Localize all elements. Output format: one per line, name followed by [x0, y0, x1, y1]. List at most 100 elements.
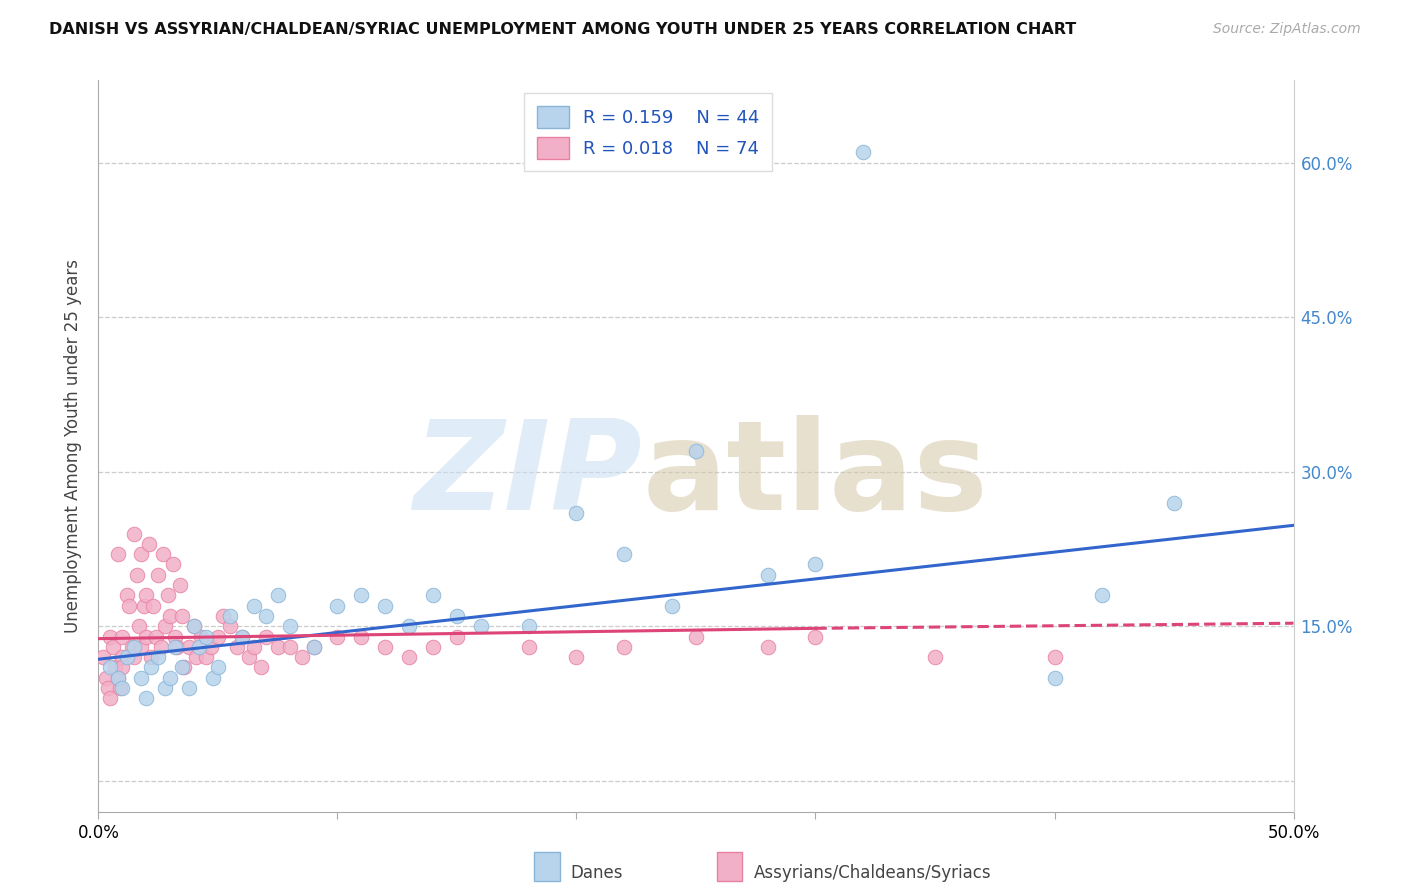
- Point: [374, 599, 396, 613]
- Point: [148, 650, 170, 665]
- Point: [94, 671, 117, 685]
- Point: [162, 558, 184, 572]
- Point: [613, 547, 636, 561]
- Point: [159, 671, 181, 685]
- Point: [166, 640, 188, 654]
- Point: [115, 588, 138, 602]
- Point: [231, 630, 253, 644]
- Point: [250, 660, 273, 674]
- Point: [107, 671, 129, 685]
- Point: [108, 681, 131, 695]
- Point: [190, 630, 212, 644]
- Point: [145, 630, 167, 644]
- Point: [163, 640, 186, 654]
- Point: [254, 630, 277, 644]
- Point: [159, 609, 181, 624]
- Point: [98, 691, 122, 706]
- Point: [98, 630, 122, 644]
- Point: [124, 640, 146, 654]
- Point: [422, 588, 444, 602]
- Point: [517, 619, 540, 633]
- Point: [278, 619, 301, 633]
- Point: [1043, 650, 1066, 665]
- Text: DANISH VS ASSYRIAN/CHALDEAN/SYRIAC UNEMPLOYMENT AMONG YOUTH UNDER 25 YEARS CORRE: DANISH VS ASSYRIAN/CHALDEAN/SYRIAC UNEMP…: [49, 22, 1077, 37]
- Point: [98, 660, 122, 674]
- Point: [924, 650, 946, 665]
- Point: [852, 145, 875, 160]
- Text: Source: ZipAtlas.com: Source: ZipAtlas.com: [1213, 22, 1361, 37]
- Point: [685, 630, 707, 644]
- Point: [207, 660, 229, 674]
- Point: [398, 650, 420, 665]
- Point: [226, 640, 249, 654]
- Point: [128, 619, 150, 633]
- Point: [131, 547, 153, 561]
- Point: [152, 547, 174, 561]
- Text: Assyrians/Chaldeans/Syriacs: Assyrians/Chaldeans/Syriacs: [754, 864, 991, 882]
- Point: [142, 599, 165, 613]
- Text: Danes: Danes: [571, 864, 623, 882]
- Point: [350, 630, 373, 644]
- Point: [179, 681, 201, 695]
- Point: [125, 567, 148, 582]
- Point: [139, 650, 162, 665]
- Point: [131, 671, 153, 685]
- Point: [613, 640, 636, 654]
- Point: [302, 640, 325, 654]
- Point: [118, 599, 141, 613]
- Text: ZIP: ZIP: [413, 415, 643, 536]
- Y-axis label: Unemployment Among Youth under 25 years: Unemployment Among Youth under 25 years: [63, 259, 82, 633]
- Point: [243, 640, 266, 654]
- Point: [278, 640, 301, 654]
- Point: [135, 630, 157, 644]
- Point: [148, 567, 170, 582]
- Point: [350, 588, 373, 602]
- Point: [131, 640, 153, 654]
- Point: [470, 619, 492, 633]
- Point: [207, 630, 229, 644]
- Point: [187, 640, 209, 654]
- Point: [238, 650, 260, 665]
- Point: [121, 640, 143, 654]
- Point: [1043, 671, 1066, 685]
- Point: [183, 619, 205, 633]
- Point: [756, 640, 779, 654]
- Point: [565, 650, 588, 665]
- Point: [111, 650, 134, 665]
- Point: [107, 671, 129, 685]
- Point: [243, 599, 266, 613]
- Point: [124, 650, 146, 665]
- Point: [565, 506, 588, 520]
- Point: [1163, 496, 1185, 510]
- Point: [135, 691, 157, 706]
- Point: [91, 650, 114, 665]
- Point: [107, 547, 129, 561]
- Point: [254, 609, 277, 624]
- Point: [1091, 588, 1114, 602]
- Point: [756, 567, 779, 582]
- Text: atlas: atlas: [643, 415, 988, 536]
- Point: [155, 681, 177, 695]
- Point: [195, 630, 218, 644]
- Point: [804, 630, 827, 644]
- Point: [219, 619, 242, 633]
- Point: [169, 578, 191, 592]
- Point: [422, 640, 444, 654]
- Point: [685, 444, 707, 458]
- Point: [202, 671, 225, 685]
- Legend: R = 0.159    N = 44, R = 0.018    N = 74: R = 0.159 N = 44, R = 0.018 N = 74: [524, 93, 772, 171]
- Point: [172, 609, 194, 624]
- Point: [163, 630, 186, 644]
- Point: [326, 630, 349, 644]
- Point: [267, 588, 290, 602]
- Point: [398, 619, 420, 633]
- Point: [186, 650, 208, 665]
- Point: [661, 599, 683, 613]
- Point: [231, 630, 253, 644]
- Point: [200, 640, 222, 654]
- Point: [219, 609, 242, 624]
- Point: [135, 588, 157, 602]
- Point: [138, 537, 160, 551]
- Point: [179, 640, 201, 654]
- Point: [124, 526, 146, 541]
